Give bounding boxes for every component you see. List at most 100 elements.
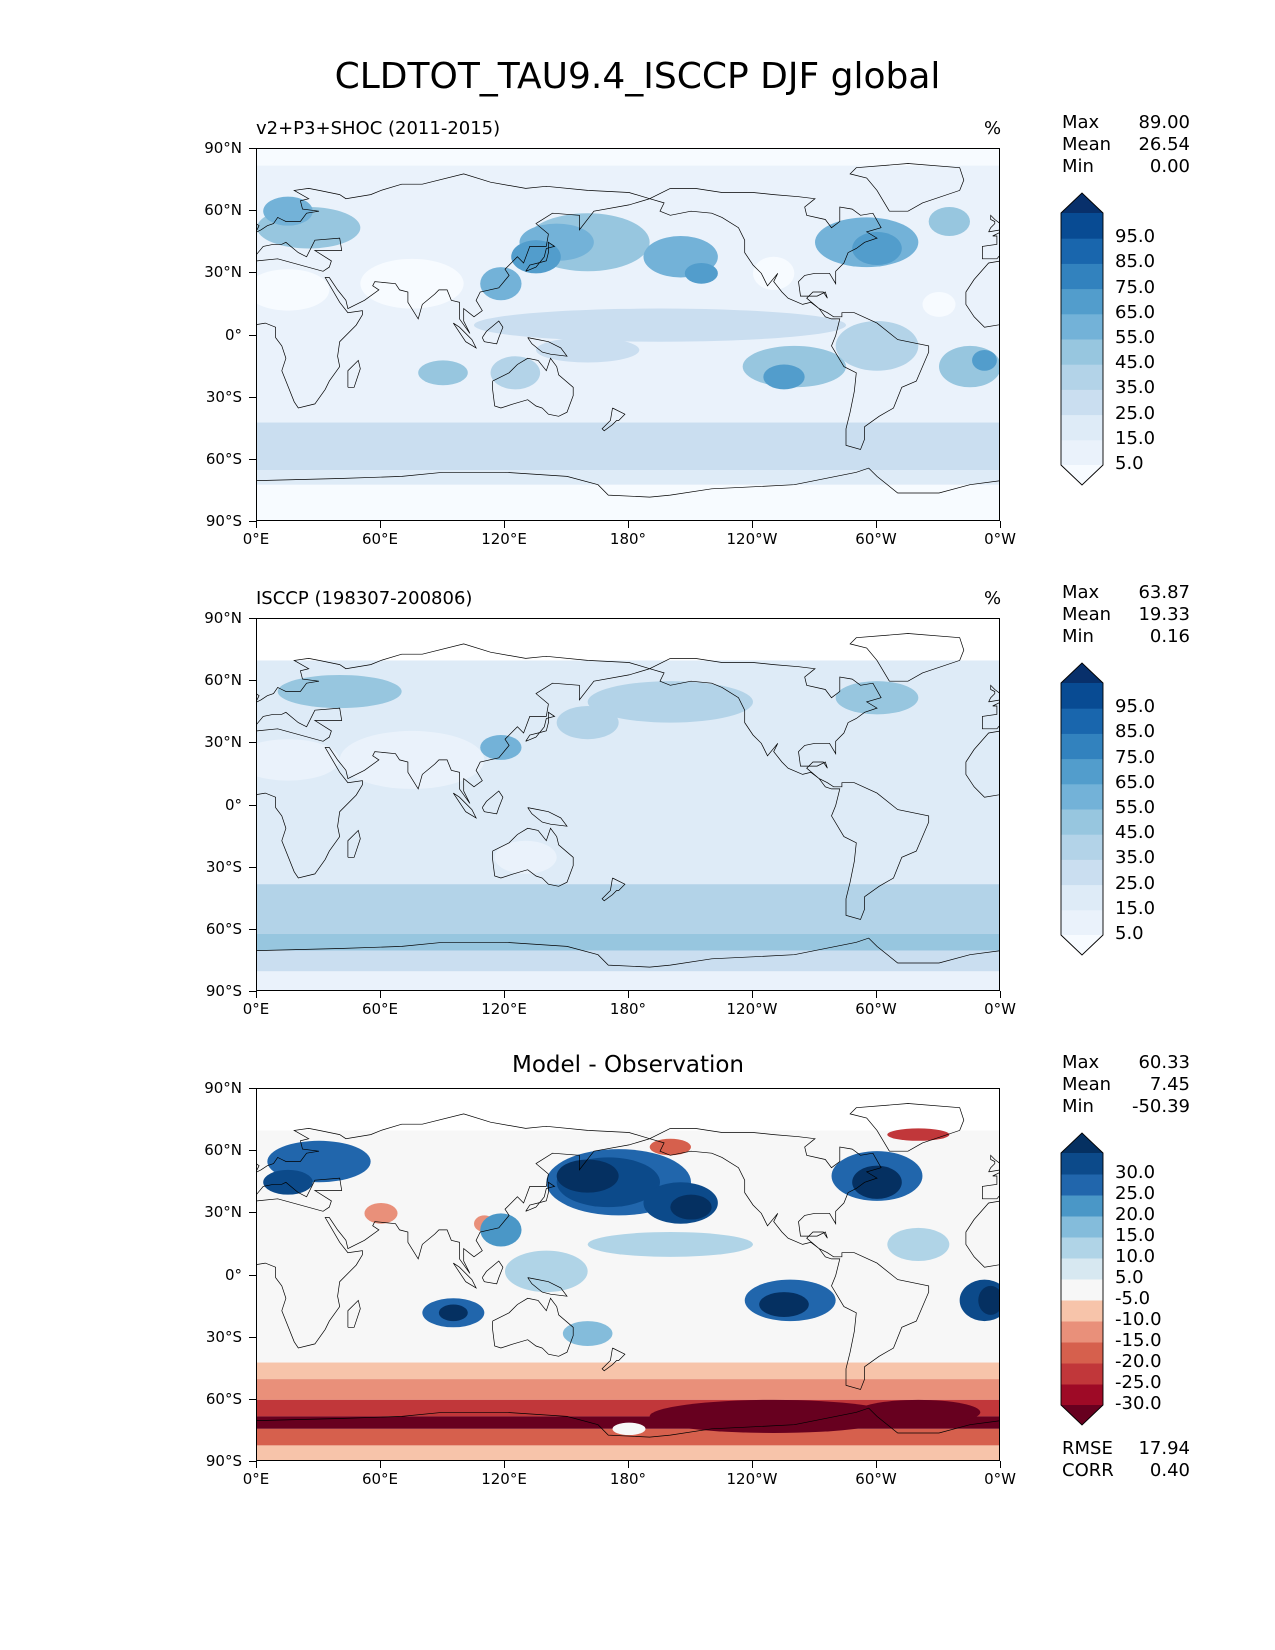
- coastline: [849, 163, 965, 212]
- colorbar-tick-label: -20.0: [1115, 1351, 1162, 1372]
- stat-name: Max: [1062, 112, 1100, 133]
- stat-name: Max: [1062, 1052, 1100, 1073]
- lat-tick: [249, 1398, 256, 1400]
- lon-tick-label: 180°: [609, 530, 647, 548]
- colorbar-max-extend: [1061, 1133, 1103, 1153]
- coastline: [849, 1103, 965, 1152]
- lon-tick-label: 60°W: [855, 1470, 897, 1488]
- lat-tick: [249, 148, 256, 149]
- lat-tick: [249, 680, 256, 682]
- colorbar-segment: [1061, 1363, 1103, 1385]
- stat-row-min: Min 0.00: [1062, 156, 1190, 178]
- lon-tick: [1000, 521, 1001, 528]
- lat-tick: [249, 1212, 256, 1214]
- colorbar-tick-label: 35.0: [1115, 847, 1156, 869]
- colorbar-segment: [1061, 1195, 1103, 1217]
- colorbar-segment: [1061, 288, 1103, 315]
- stat-value: -50.39: [1131, 1096, 1190, 1117]
- colorbar-graphic: [1060, 192, 1104, 486]
- colorbar-segment: [1061, 758, 1103, 785]
- map-field: [257, 619, 999, 990]
- stat-row-corr: CORR 0.40: [1062, 1460, 1190, 1482]
- stat-name: Mean: [1062, 1074, 1112, 1095]
- lon-tick: [752, 1461, 753, 1468]
- lon-tick-label: 120°W: [726, 1470, 778, 1488]
- negative-anomaly: [649, 1138, 691, 1156]
- colorbar-segment: [1061, 809, 1103, 835]
- coastline: [648, 188, 930, 450]
- error-stats: RMSE 17.94 CORR 0.40: [1062, 1438, 1190, 1482]
- coastline: [525, 711, 556, 742]
- colorbar-segment: [1061, 313, 1103, 340]
- lat-tick-label: 30°N: [204, 263, 242, 282]
- cloud-minimum: [922, 291, 956, 317]
- colorbar-max-extend: [1061, 193, 1103, 213]
- lat-tick-label: 0°: [224, 1265, 242, 1284]
- lat-tick-label: 60°S: [205, 919, 242, 938]
- stat-row-max: Max 89.00: [1062, 112, 1190, 134]
- stat-row-rmse: RMSE 17.94: [1062, 1438, 1190, 1460]
- colorbar-tick-label: -5.0: [1115, 1288, 1151, 1309]
- lat-tick: [249, 210, 256, 212]
- negative-anomaly: [364, 1202, 398, 1224]
- colorbar-segment: [1061, 1258, 1103, 1280]
- stat-name: Min: [1062, 1096, 1094, 1117]
- lat-tick: [249, 928, 256, 930]
- lat-tick-label: 60°N: [204, 201, 242, 220]
- stat-row-mean: Mean 26.54: [1062, 134, 1190, 156]
- lon-tick: [1000, 991, 1001, 998]
- lat-tick: [249, 334, 256, 336]
- lon-tick-label: 180°: [609, 1000, 647, 1018]
- map-plot: [256, 1088, 1000, 1461]
- lat-tick-label: 90°N: [204, 1079, 242, 1097]
- colorbar-tick-label: 25.0: [1115, 1183, 1156, 1204]
- itcz-band: [474, 308, 846, 342]
- colorbar-tick-label: 75.0: [1115, 276, 1156, 298]
- colorbar-tick-label: -10.0: [1115, 1309, 1162, 1330]
- southern-ocean-band: [257, 884, 999, 934]
- colorbar-segment: [1061, 733, 1103, 760]
- colorbar-segment: [1061, 1153, 1103, 1175]
- coastline: [347, 829, 361, 858]
- cloud-maximum: [556, 706, 619, 740]
- coastline: [347, 359, 361, 388]
- lat-tick-label: 60°S: [205, 449, 242, 468]
- lon-tick-label: 120°W: [726, 1000, 778, 1018]
- colorbar-segment: [1061, 859, 1103, 886]
- cloud-maximum: [684, 262, 718, 284]
- stat-value: 89.00: [1138, 112, 1190, 133]
- coastlines: [257, 163, 999, 498]
- lon-tick-label: 60°W: [855, 1000, 897, 1018]
- positive-anomaly: [670, 1194, 712, 1220]
- stat-row-mean: Mean 7.45: [1062, 1074, 1190, 1096]
- cloud-maximum: [418, 360, 468, 386]
- cloud-minimum: [494, 840, 557, 874]
- stat-name: Min: [1062, 156, 1094, 177]
- coastline: [849, 633, 965, 682]
- lon-tick: [628, 521, 629, 528]
- stat-name: Mean: [1062, 134, 1112, 155]
- colorbar-segment: [1061, 708, 1103, 734]
- colorbar-outline: [1060, 1132, 1104, 1426]
- lon-tick: [256, 521, 257, 528]
- lon-tick-label: 0°E: [242, 1000, 270, 1018]
- coastline: [257, 643, 651, 879]
- units-label: %: [984, 118, 1002, 139]
- stat-value: 0.40: [1149, 1460, 1190, 1481]
- positive-anomaly: [263, 1169, 313, 1195]
- antarctic-edge-band: [257, 950, 999, 972]
- coastline: [257, 173, 651, 409]
- lon-tick: [752, 991, 753, 998]
- colorbar-tick-label: 55.0: [1115, 327, 1156, 348]
- panel-title: ISCCP (198307-200806): [256, 588, 473, 609]
- colorbar-tick-label: -30.0: [1115, 1393, 1162, 1414]
- cloud-maximum: [263, 196, 313, 226]
- lat-tick: [249, 272, 256, 274]
- lon-tick-label: 180°: [609, 1470, 647, 1488]
- coastline: [988, 684, 999, 703]
- colorbar-min-extend: [1061, 1405, 1103, 1425]
- colorbar-segment: [1061, 339, 1103, 365]
- colorbar-tick-label: 65.0: [1115, 771, 1156, 793]
- lon-tick: [256, 1461, 257, 1468]
- colorbar-tick-label: 85.0: [1115, 251, 1156, 273]
